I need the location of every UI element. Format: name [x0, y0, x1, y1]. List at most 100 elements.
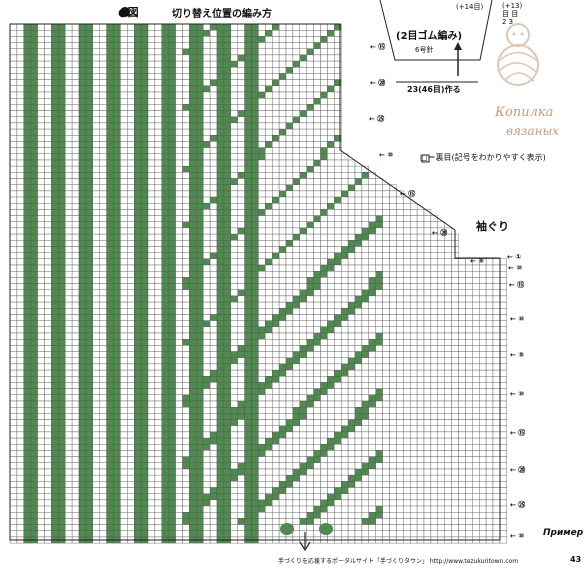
stitch-cell: [389, 301, 397, 309]
stitch-cell: [161, 332, 169, 340]
stitch-cell: [403, 202, 411, 210]
stitch-cell: [37, 141, 45, 148]
stitch-cell: [16, 481, 24, 488]
stitch-cell: [23, 369, 31, 377]
stitch-cell: [182, 499, 190, 507]
stitch-cell: [127, 42, 135, 49]
stitch-cell: [341, 339, 349, 346]
stitch-cell: [44, 178, 52, 185]
stitch-cell: [58, 73, 66, 80]
stitch-cell: [58, 493, 66, 501]
stitch-cell: [327, 202, 335, 210]
stitch-cell: [64, 60, 73, 68]
stitch-cell: [410, 258, 418, 266]
stitch-cell: [99, 468, 107, 476]
stitch-cell: [140, 518, 149, 525]
stitch-cell: [106, 505, 114, 513]
stitch-cell: [244, 320, 252, 328]
stitch-cell: [320, 209, 328, 216]
stitch-cell: [140, 165, 149, 173]
stitch-cell: [189, 215, 197, 223]
stitch-cell: [265, 36, 273, 43]
stitch-cell: [37, 425, 45, 433]
stitch-cell: [237, 23, 245, 31]
stitch-cell: [113, 104, 121, 111]
stitch-cell: [71, 215, 80, 223]
stitch-cell: [423, 456, 432, 464]
stitch-cell: [313, 345, 321, 352]
stitch-cell: [396, 505, 404, 513]
stitch-cell: [251, 134, 259, 142]
stitch-cell: [251, 437, 259, 445]
stitch-cell: [299, 42, 307, 49]
stitch-cell: [410, 444, 418, 451]
stitch-cell: [30, 481, 38, 488]
stitch-cell: [209, 456, 218, 464]
stitch-cell: [175, 518, 183, 525]
stitch-cell: [223, 97, 231, 105]
stitch-cell: [403, 437, 411, 445]
stitch-cell: [278, 178, 287, 185]
stitch-cell: [347, 518, 356, 525]
stitch-cell: [16, 147, 24, 155]
stitch-cell: [258, 42, 266, 49]
stitch-cell: [265, 314, 273, 321]
stitch-cell: [127, 134, 135, 142]
stitch-cell: [403, 376, 411, 383]
stitch-cell: [272, 530, 280, 538]
stitch-cell: [389, 474, 397, 482]
stitch-cell: [396, 407, 404, 414]
stitch-cell: [78, 67, 87, 74]
stitch-cell: [313, 122, 321, 130]
stitch-cell: [161, 512, 169, 519]
stitch-cell: [140, 450, 149, 457]
stitch-cell: [44, 437, 52, 445]
stitch-cell: [334, 258, 342, 266]
stitch-cell: [327, 79, 335, 86]
stitch-cell: [85, 246, 94, 253]
stitch-cell: [51, 357, 59, 365]
stitch-cell: [16, 221, 24, 229]
stitch-cell: [16, 153, 24, 161]
stitch-cell: [23, 308, 31, 315]
stitch-cell: [182, 339, 190, 346]
stitch-cell: [120, 382, 128, 389]
stitch-cell: [140, 54, 149, 62]
stitch-cell: [258, 499, 266, 507]
stitch-cell: [106, 227, 114, 235]
stitch-cell: [23, 54, 31, 62]
stitch-cell: [299, 295, 307, 303]
stitch-cell: [341, 388, 349, 396]
stitch-cell: [368, 351, 376, 358]
stitch-cell: [230, 252, 238, 260]
stitch-cell: [51, 147, 59, 155]
stitch-cell: [306, 91, 314, 99]
stitch-cell: [37, 450, 45, 457]
stitch-cell: [9, 363, 18, 371]
stitch-cell: [306, 30, 314, 37]
stitch-cell: [182, 425, 190, 433]
stitch-cell: [71, 394, 80, 402]
stitch-cell: [85, 345, 94, 352]
stitch-cell: [182, 493, 190, 501]
stitch-cell: [341, 437, 349, 445]
stitch-cell: [196, 524, 204, 531]
stitch-cell: [285, 30, 294, 37]
stitch-cell: [202, 134, 211, 142]
stitch-cell: [133, 184, 142, 192]
stitch-cell: [175, 271, 183, 278]
stitch-cell: [133, 116, 142, 124]
stitch-cell: [389, 369, 397, 377]
stitch-cell: [265, 42, 273, 49]
stitch-cell: [58, 369, 66, 377]
stitch-cell: [244, 468, 252, 476]
stitch-cell: [292, 437, 300, 445]
stitch-cell: [202, 512, 211, 519]
stitch-cell: [51, 326, 59, 334]
stitch-cell: [113, 376, 121, 383]
stitch-cell: [354, 295, 363, 303]
stitch-cell: [127, 493, 135, 501]
stitch-cell: [320, 178, 328, 185]
stitch-cell: [272, 73, 280, 80]
stitch-cell: [78, 215, 87, 223]
